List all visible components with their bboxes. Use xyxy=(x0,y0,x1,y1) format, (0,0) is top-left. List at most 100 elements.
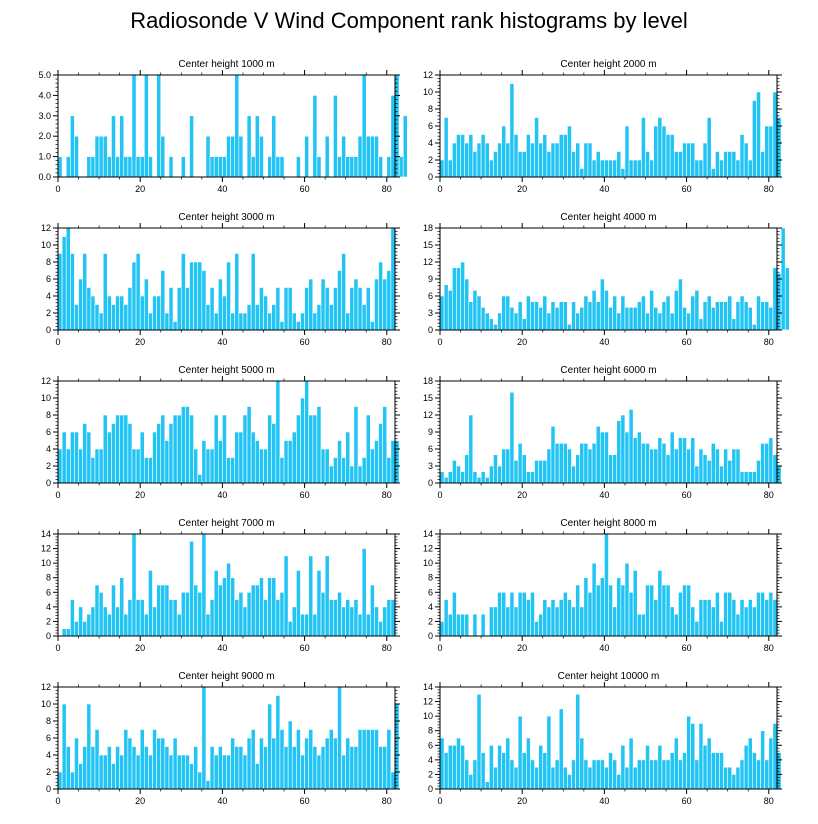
histogram-bar xyxy=(526,737,531,790)
histogram-bar xyxy=(267,156,273,178)
histogram-bar xyxy=(296,570,301,637)
histogram-bar xyxy=(694,759,700,790)
histogram-bar xyxy=(517,151,523,178)
x-tick-label: 0 xyxy=(437,643,442,653)
histogram-bar xyxy=(595,759,601,790)
histogram-bar xyxy=(193,448,199,484)
histogram-bar xyxy=(702,744,708,790)
histogram-bar xyxy=(164,746,170,790)
histogram-bar xyxy=(665,759,671,790)
histogram-bar xyxy=(300,312,305,331)
histogram-bar xyxy=(546,312,552,331)
histogram-bar xyxy=(710,443,716,484)
histogram-bar xyxy=(312,746,318,790)
histogram-bar xyxy=(263,295,268,331)
histogram-bar xyxy=(669,134,675,178)
x-tick-label: 20 xyxy=(135,796,145,806)
histogram-bar xyxy=(135,754,141,790)
histogram-bar xyxy=(447,159,453,178)
x-tick-label: 0 xyxy=(55,796,60,806)
histogram-bar xyxy=(156,74,162,178)
histogram-bar xyxy=(702,142,708,178)
histogram-bar xyxy=(682,142,687,178)
histogram-bar xyxy=(497,465,502,484)
histogram-bar xyxy=(230,577,236,637)
histogram-bar xyxy=(82,253,88,331)
histogram-bar xyxy=(271,304,277,331)
y-tick-label: 12 xyxy=(423,544,433,554)
histogram-bar xyxy=(127,287,133,331)
y-tick-label: 18 xyxy=(423,376,433,386)
histogram-bar xyxy=(542,460,548,484)
histogram-bar xyxy=(324,555,330,637)
y-tick-label: 4.0 xyxy=(38,90,51,100)
histogram-bar xyxy=(468,774,474,790)
histogram-bar xyxy=(608,752,613,790)
histogram-bar xyxy=(333,737,338,790)
histogram-bar xyxy=(394,703,400,790)
histogram-bar xyxy=(567,774,572,790)
histogram-bar xyxy=(111,423,116,484)
histogram-bar xyxy=(690,295,696,331)
histogram-bar xyxy=(464,759,470,790)
panel-1: Center height 1000 m 0.0 1.0 2.0 3.0 4.0 5.0 0 2… xyxy=(38,59,408,194)
histogram-bar xyxy=(217,746,223,790)
x-tick-label: 40 xyxy=(217,490,227,500)
histogram-bar xyxy=(107,613,112,637)
histogram-bar xyxy=(747,307,753,331)
histogram-bar xyxy=(443,117,449,178)
histogram-bar xyxy=(152,606,157,637)
histogram-bar xyxy=(226,261,231,331)
histogram-bar xyxy=(357,287,363,331)
histogram-bar xyxy=(328,599,334,637)
histogram-bar xyxy=(616,312,622,331)
histogram-bar xyxy=(447,471,453,484)
histogram-bar xyxy=(242,414,248,484)
histogram-bar xyxy=(65,156,71,178)
histogram-bar xyxy=(296,156,301,178)
histogram-bar xyxy=(300,613,305,637)
histogram-bar xyxy=(710,752,716,790)
histogram-bar xyxy=(521,318,527,331)
histogram-bar xyxy=(316,156,322,178)
x-tick-label: 40 xyxy=(599,796,609,806)
histogram-bar xyxy=(328,729,334,790)
y-tick-label: 6 xyxy=(46,427,51,437)
histogram-bar xyxy=(254,440,260,484)
histogram-bar xyxy=(661,125,667,178)
histogram-bar xyxy=(505,606,511,637)
histogram-bar xyxy=(361,74,367,178)
histogram-bar xyxy=(595,426,601,484)
histogram-bar xyxy=(86,613,92,637)
histogram-bar xyxy=(719,301,724,331)
histogram-bar xyxy=(772,723,778,790)
histogram-bar xyxy=(98,312,104,331)
histogram-bar xyxy=(139,599,145,637)
histogram-bar xyxy=(226,562,231,637)
histogram-bar xyxy=(447,744,453,790)
histogram-bar xyxy=(653,125,659,178)
x-tick-label: 20 xyxy=(517,796,527,806)
histogram-bar xyxy=(144,746,149,790)
y-tick-label: 8 xyxy=(46,573,51,583)
histogram-bar xyxy=(394,440,400,484)
histogram-bar xyxy=(275,287,281,331)
histogram-bar xyxy=(259,577,264,637)
histogram-bar xyxy=(723,766,728,790)
histogram-bar xyxy=(234,599,240,637)
histogram-bar xyxy=(723,151,728,178)
histogram-bar xyxy=(673,737,679,790)
histogram-bar xyxy=(267,703,273,790)
histogram-bar xyxy=(653,759,659,790)
histogram-bar xyxy=(296,729,301,790)
histogram-bar xyxy=(673,448,679,484)
histogram-bar xyxy=(452,142,457,178)
histogram-bar xyxy=(493,454,498,484)
histogram-bar xyxy=(296,414,301,484)
histogram-bar xyxy=(230,312,236,331)
histogram-bar xyxy=(517,591,523,637)
histogram-bar xyxy=(296,321,301,331)
histogram-bar xyxy=(608,584,613,637)
x-tick-label: 40 xyxy=(217,184,227,194)
x-tick-label: 60 xyxy=(682,337,692,347)
